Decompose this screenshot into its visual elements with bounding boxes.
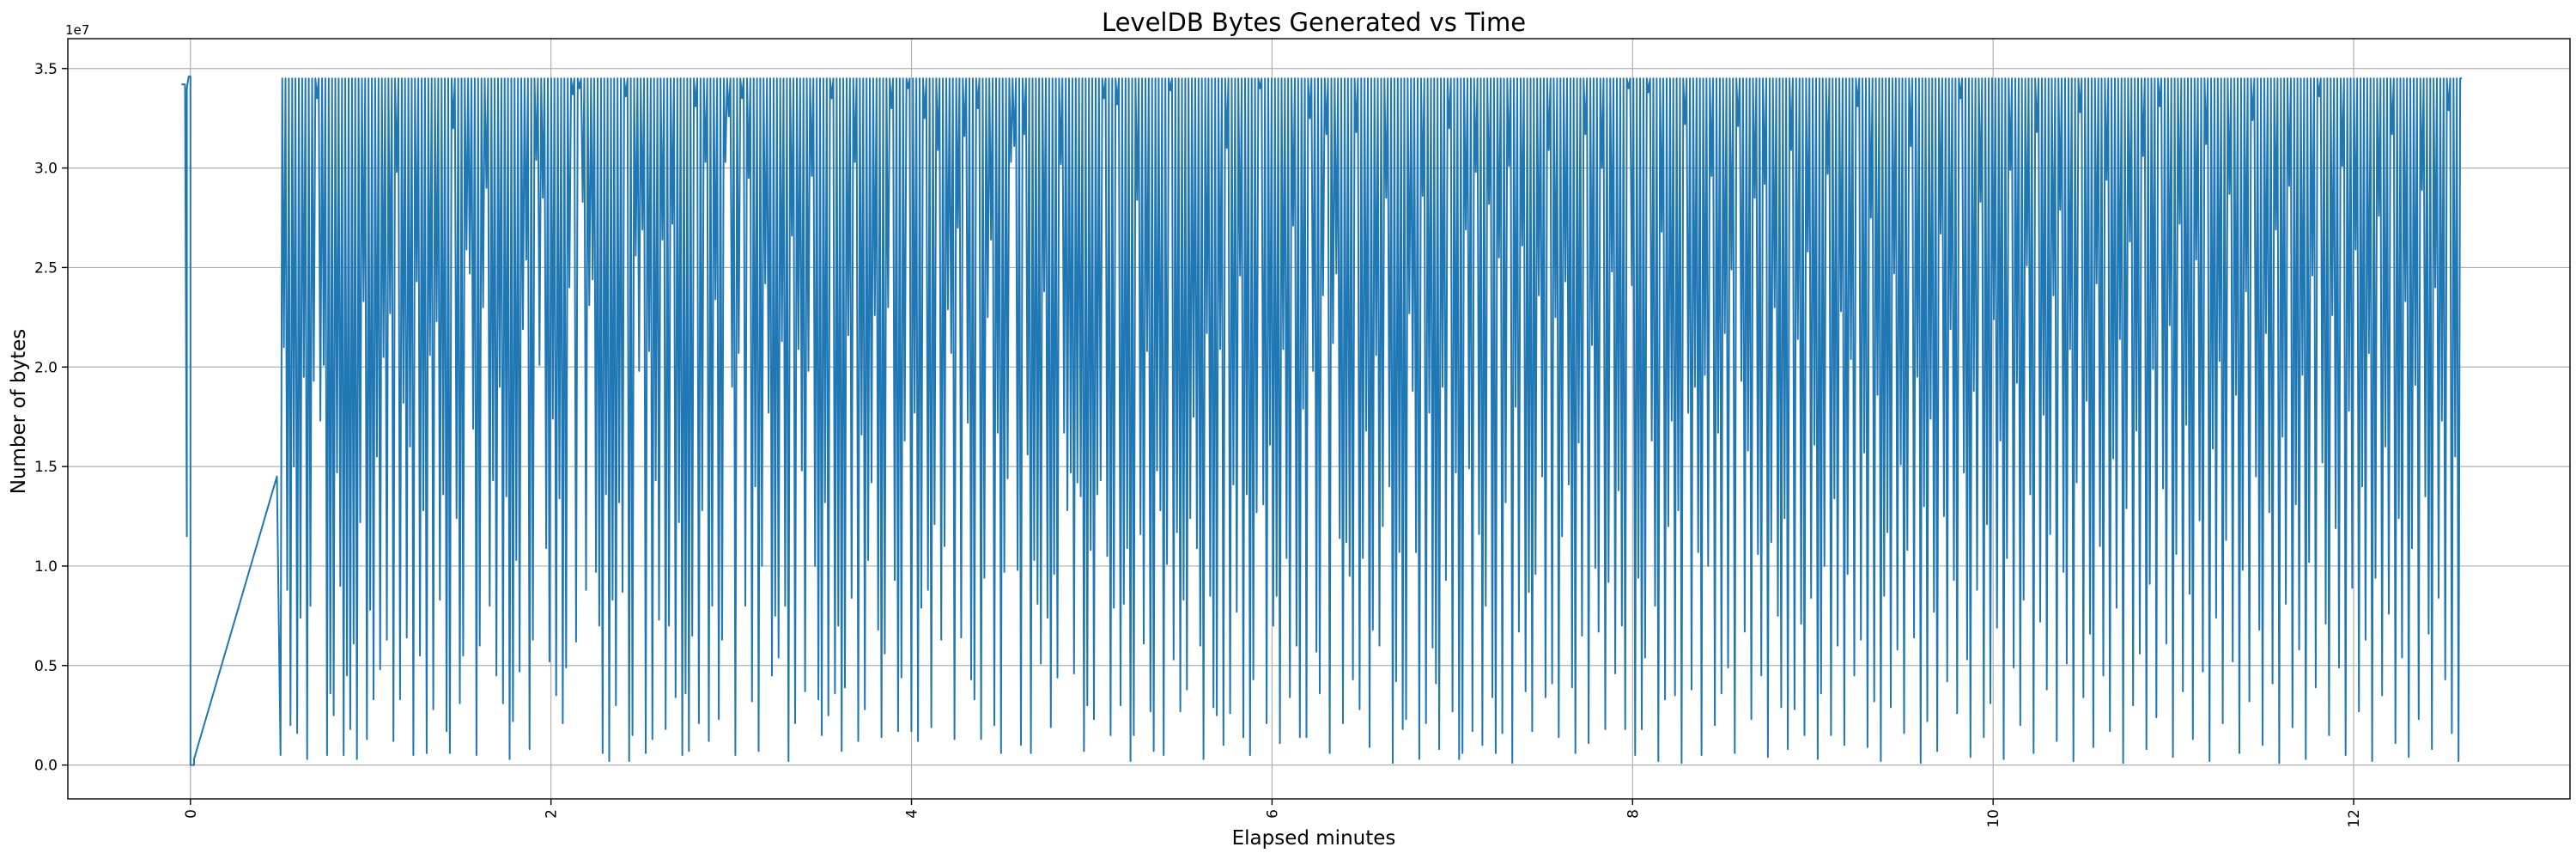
x-axis-ticks: 0 2 4 6 8 10 12 [183,799,2363,828]
y-axis-ticks: 0.0 0.5 1.0 1.5 2.0 2.5 3.0 3.5 [34,61,68,775]
y-tick-label: 0.0 [34,758,58,775]
x-tick-label: 8 [1625,809,1642,819]
y-axis-exponent-label: 1e7 [65,22,89,38]
y-tick-label: 1.5 [34,459,58,476]
x-tick-label: 12 [2346,809,2363,828]
plot-frame [67,38,2571,800]
y-tick-label: 3.5 [34,61,58,78]
x-axis-label: Elapsed minutes [1232,827,1396,850]
x-tick-label: 6 [1264,809,1281,819]
y-tick-label: 3.0 [34,161,58,178]
series-layer [181,76,2462,766]
x-tick-label: 10 [1985,809,2002,828]
x-tick-label: 2 [544,809,561,819]
x-tick-label: 0 [183,809,200,819]
y-tick-label: 2.0 [34,359,58,376]
x-tick-label: 4 [904,809,921,819]
y-tick-label: 0.5 [34,658,58,675]
series-line-bytes [181,76,2462,766]
y-tick-label: 2.5 [34,259,58,277]
chart-title: LevelDB Bytes Generated vs Time [1102,8,1526,37]
y-tick-label: 1.0 [34,558,58,576]
y-axis-label: Number of bytes [8,329,30,495]
